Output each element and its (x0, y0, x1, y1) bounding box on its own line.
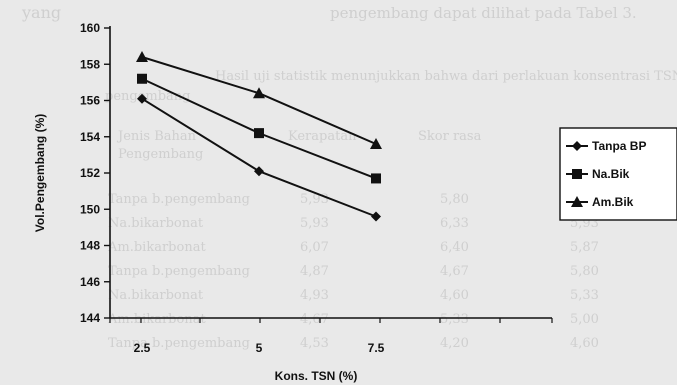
bg-row-mid2: 4,60 (440, 288, 469, 303)
legend-label: Na.Bik (592, 167, 630, 181)
y-tick-label: 148 (80, 239, 100, 253)
bg-text-col-left: Jenis Bahan (116, 129, 197, 144)
data-point-square (137, 73, 147, 84)
bg-row-left: Tanpa b.pengembang (108, 264, 250, 279)
x-tick-label: 2.5 (134, 341, 151, 355)
y-tick-label: 150 (80, 202, 100, 216)
bg-row-mid1: 5,93 (300, 216, 329, 231)
bg-row-left: Am.bikarbonat (107, 312, 206, 327)
bg-row-left: Tanpa b.pengembang (108, 192, 250, 207)
legend-item: Tanpa BP (566, 139, 646, 153)
bg-row-left: Tanpa b.pengembang (108, 336, 250, 351)
bg-row-left: Na.bikarbonat (108, 216, 204, 231)
y-tick-label: 144 (80, 311, 100, 325)
x-axis-label: Kons. TSN (%) (275, 369, 358, 383)
legend-marker-square (572, 169, 582, 179)
series-am-bik (136, 51, 382, 149)
bg-row-left: Na.bikarbonat (108, 288, 204, 303)
bg-text-top-left: yang (21, 3, 61, 22)
data-point-triangle (370, 138, 382, 149)
series-na-bik (137, 73, 381, 184)
bg-row-mid2: 5,80 (440, 192, 469, 207)
bg-row-mid1: 4,53 (300, 336, 329, 351)
bg-row-mid1: 6,07 (300, 240, 329, 255)
legend-label: Am.Bik (592, 195, 634, 209)
data-point-triangle (136, 51, 148, 62)
y-tick-label: 152 (80, 166, 100, 180)
y-tick-label: 146 (80, 275, 100, 289)
legend-item: Na.Bik (566, 167, 630, 181)
bg-row-right: 5,80 (570, 264, 599, 279)
legend-marker-diamond (572, 141, 582, 151)
bg-text-top-right: pengembang dapat dilihat pada Tabel 3. (330, 4, 637, 22)
bg-row-mid1: 5,93 (300, 192, 329, 207)
bg-row-mid2: 5,33 (440, 312, 469, 327)
legend-label: Tanpa BP (592, 139, 646, 153)
bg-row-mid1: 4,87 (300, 264, 329, 279)
data-point-square (254, 128, 264, 139)
y-tick-label: 156 (80, 94, 100, 108)
bg-row-right: 5,33 (570, 288, 599, 303)
y-tick-label: 154 (80, 130, 100, 144)
bg-row-mid2: 6,40 (440, 240, 469, 255)
y-tick-label: 158 (80, 57, 100, 71)
bg-row-left: Am.bikarbonat (107, 240, 206, 255)
bg-row-mid2: 6,33 (440, 216, 469, 231)
bg-text-col-left2: Pengembang (118, 147, 203, 162)
data-point-diamond (137, 93, 147, 104)
data-point-square (371, 173, 381, 184)
bg-row-right: 5,87 (570, 240, 599, 255)
legend-item: Am.Bik (566, 195, 634, 209)
data-point-diamond (254, 166, 264, 177)
bg-row-mid2: 4,20 (440, 336, 469, 351)
y-axis-label: Vol.Pengembang (%) (33, 114, 47, 232)
bg-text-caption: Hasil uji statistik menunjukkan bahwa da… (215, 69, 677, 84)
y-tick-label: 160 (80, 21, 100, 35)
bg-text-caption2: pengembang (105, 89, 191, 104)
bg-row-mid2: 4,67 (440, 264, 469, 279)
bg-row-right: 5,00 (570, 312, 599, 327)
series-tanpa-bp (137, 93, 381, 222)
legend-marker-triangle (571, 196, 583, 207)
bg-row-right: 4,60 (570, 336, 599, 351)
x-tick-label: 7.5 (368, 341, 385, 355)
bg-row-mid1: 4,93 (300, 288, 329, 303)
legend: Tanpa BP Na.Bik Am.Bik (559, 127, 677, 221)
plot-area: 144 146 148 150 152 154 156 158 160 2.5 5 7.5 Kons. … (33, 21, 677, 383)
x-tick-label: 5 (256, 341, 263, 355)
bg-row-mid1: 4,67 (300, 312, 329, 327)
data-point-triangle (253, 87, 265, 99)
bg-text-col-mid1: Kerapatan (288, 129, 357, 144)
bg-text-col-mid2: Skor rasa (418, 129, 482, 144)
data-point-diamond (371, 211, 381, 222)
